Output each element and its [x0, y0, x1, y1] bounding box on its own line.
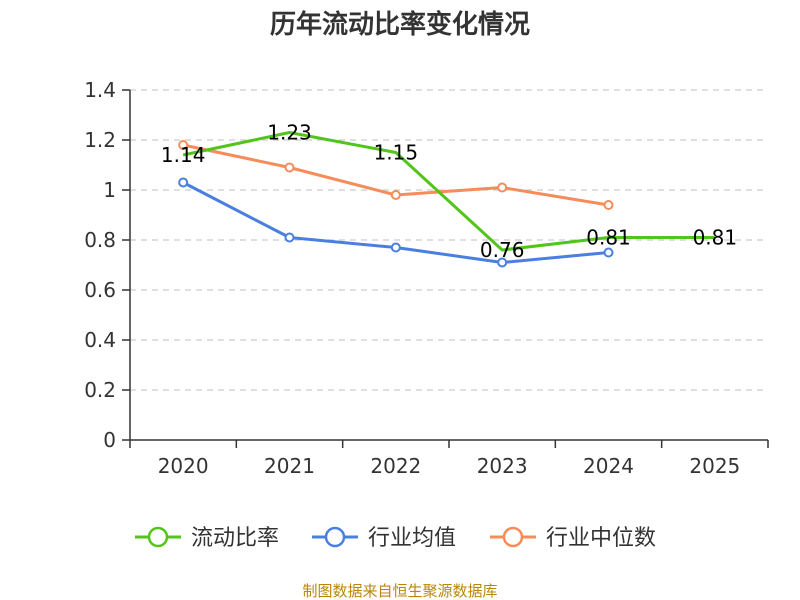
- legend[interactable]: 流动比率 行业均值 行业中位数: [135, 526, 656, 551]
- y-tick-label: 0.8: [84, 228, 116, 252]
- data-point: [390, 242, 401, 253]
- x-tick-label: 2020: [158, 454, 209, 478]
- data-point: [178, 177, 189, 188]
- chart-title: 历年流动比率变化情况: [270, 9, 530, 40]
- data-point: [178, 140, 189, 150]
- y-tick-label: 0.6: [84, 278, 116, 302]
- y-tick-label: 1: [103, 178, 116, 202]
- data-point: [497, 257, 508, 268]
- legend-swatch-marker: [147, 526, 169, 548]
- data-label: 0.81: [586, 226, 631, 250]
- legend-label: 流动比率: [191, 526, 279, 551]
- legend-item-1[interactable]: 行业均值: [312, 526, 456, 551]
- legend-swatch-marker: [502, 526, 524, 548]
- x-tick-label: 2025: [689, 454, 740, 478]
- legend-label: 行业中位数: [546, 526, 656, 551]
- data-labels: 1.14 1.23 1.15 0.76 0.81 0.81: [161, 121, 737, 263]
- data-point: [284, 232, 295, 243]
- data-point: [284, 162, 295, 173]
- legend-label: 行业均值: [368, 526, 456, 551]
- data-label: 0.81: [693, 226, 738, 250]
- x-tick-label: 2021: [264, 454, 315, 478]
- y-tick-label: 0: [103, 428, 116, 452]
- data-point: [603, 247, 614, 258]
- data-label: 1.14: [161, 143, 206, 167]
- data-label: 1.23: [267, 121, 312, 145]
- legend-item-0[interactable]: 流动比率: [135, 526, 279, 551]
- data-label: 1.15: [374, 141, 419, 165]
- data-point: [390, 190, 401, 200]
- x-tick-label: 2023: [477, 454, 528, 478]
- data-label: 0.76: [480, 238, 525, 262]
- legend-swatch-marker: [324, 526, 346, 548]
- data-point: [603, 200, 614, 210]
- series-layer: [178, 131, 715, 268]
- x-tick-label: 2024: [583, 454, 634, 478]
- data-point: [497, 182, 508, 193]
- legend-item-2[interactable]: 行业中位数: [490, 526, 656, 551]
- y-tick-label: 0.4: [84, 328, 116, 352]
- y-tick-label: 1.4: [84, 78, 116, 102]
- source-note: 制图数据来自恒生聚源数据库: [302, 582, 497, 600]
- y-tick-label: 1.2: [84, 128, 116, 152]
- x-tick-label: 2022: [370, 454, 421, 478]
- y-tick-label: 0.2: [84, 378, 116, 402]
- series-line-0: [182, 131, 715, 252]
- grid: [130, 89, 768, 391]
